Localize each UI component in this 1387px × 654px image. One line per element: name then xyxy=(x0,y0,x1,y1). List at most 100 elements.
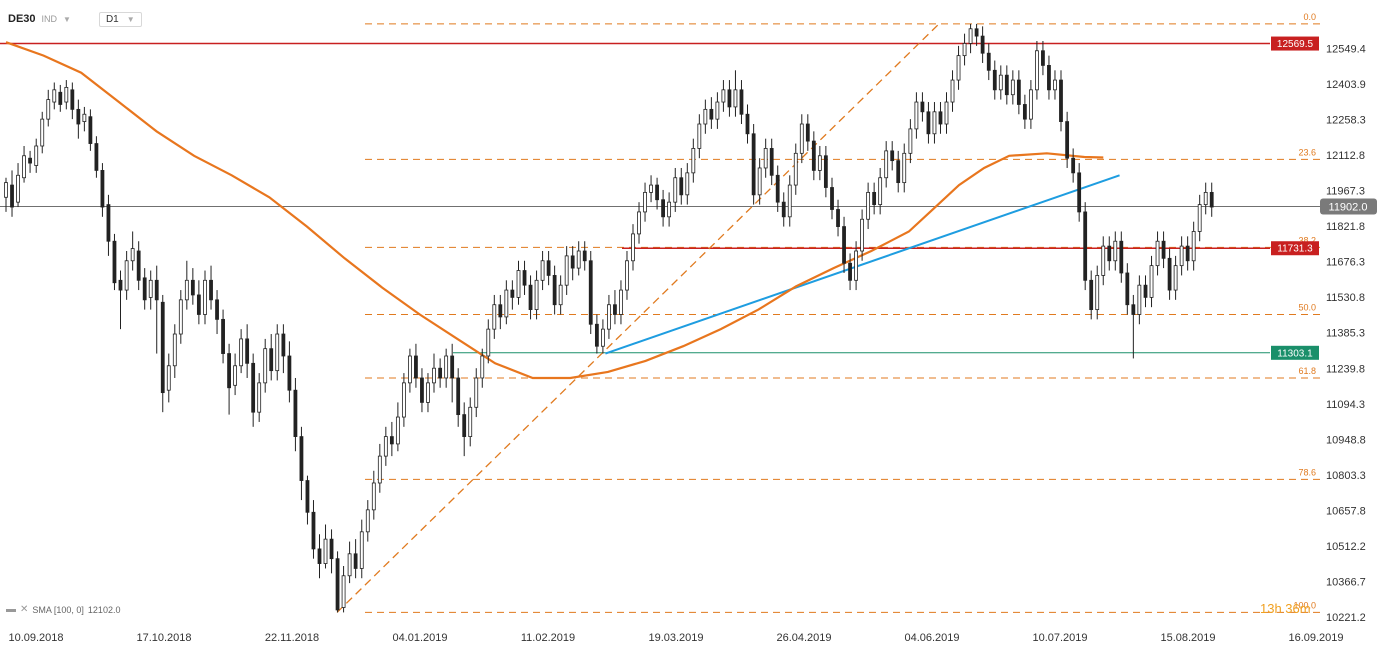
candle-body xyxy=(1191,231,1196,262)
candle-body xyxy=(124,260,129,291)
x-tick-label: 11.02.2019 xyxy=(521,632,575,644)
candle-body xyxy=(552,275,557,306)
candle-body xyxy=(817,155,822,171)
candle-body xyxy=(866,191,871,220)
timeframe-dropdown-icon: ▼ xyxy=(126,14,135,24)
candle-body xyxy=(317,548,322,564)
current-price-badge: 11902.0 xyxy=(1329,202,1368,214)
trendline xyxy=(605,174,1120,355)
candle-body xyxy=(305,480,310,513)
candle-body xyxy=(106,204,111,242)
y-tick-label: 12112.8 xyxy=(1326,150,1365,162)
candle-body xyxy=(1173,265,1178,291)
y-tick-label: 10512.2 xyxy=(1326,541,1366,553)
candle-body xyxy=(184,279,189,301)
candle-body xyxy=(516,270,521,298)
candle-body xyxy=(1137,284,1142,315)
indicator-legend: ▬ ✕ SMA [100, 0] 12102.0 xyxy=(6,604,120,615)
fib-level-label: 50.0 xyxy=(1298,302,1316,312)
fib-level-label: 38.2 xyxy=(1298,235,1316,245)
candle-body xyxy=(968,28,973,44)
y-tick-label: 12403.9 xyxy=(1326,79,1366,91)
candle-body xyxy=(1004,74,1009,96)
candle-body xyxy=(1041,50,1045,66)
candle-body xyxy=(395,416,400,445)
candle-body xyxy=(82,113,87,122)
candle-body xyxy=(1197,204,1202,232)
candle-body xyxy=(401,382,406,418)
fib-level-label: 23.6 xyxy=(1298,147,1316,157)
price-level-badge-bg xyxy=(1271,36,1319,51)
candle-body xyxy=(649,184,653,193)
candle-body xyxy=(709,108,714,120)
candle-body xyxy=(805,123,810,142)
candle-body xyxy=(1028,89,1033,120)
candle-body xyxy=(263,348,268,384)
indicator-settings-icon[interactable]: ▬ xyxy=(6,604,16,615)
indicator-label: SMA [100, 0] xyxy=(32,604,84,615)
candle-body xyxy=(178,299,183,335)
x-tick-label: 10.07.2019 xyxy=(1032,632,1087,644)
candle-body xyxy=(94,143,99,171)
candle-body xyxy=(444,355,449,379)
candle-body xyxy=(203,279,207,315)
candle-body xyxy=(836,209,840,227)
price-level-badge: 11731.3 xyxy=(1277,244,1313,255)
candle-body xyxy=(920,101,925,113)
candle-body xyxy=(196,294,201,315)
candle-body xyxy=(1179,245,1184,267)
candle-body xyxy=(34,145,39,166)
x-tick-label: 04.01.2019 xyxy=(392,632,447,644)
candle-body xyxy=(287,355,292,391)
candle-body xyxy=(998,74,1003,91)
candle-body xyxy=(335,558,340,611)
candle-body xyxy=(625,260,629,291)
candle-body xyxy=(112,240,117,284)
candle-body xyxy=(329,538,334,560)
candle-body xyxy=(932,111,937,135)
candle-body xyxy=(70,89,75,110)
candle-body xyxy=(775,174,780,203)
candle-body xyxy=(492,304,497,330)
y-tick-label: 10657.8 xyxy=(1326,505,1366,517)
candle-body xyxy=(601,328,605,347)
candle-body xyxy=(371,482,376,511)
candle-body xyxy=(1053,79,1057,91)
candle-body xyxy=(257,382,262,413)
candle-body xyxy=(1125,272,1130,306)
candle-body xyxy=(347,553,352,577)
current-price-badge-bg xyxy=(1320,198,1377,215)
timeframe-select[interactable]: D1 ▼ xyxy=(98,11,142,27)
candle-body xyxy=(293,389,298,437)
candle-body xyxy=(64,86,69,103)
candle-body xyxy=(564,255,569,286)
y-tick-label: 12549.4 xyxy=(1326,43,1366,55)
y-tick-label: 12258.3 xyxy=(1326,115,1366,127)
candle-body xyxy=(130,248,135,262)
candle-body xyxy=(902,152,907,184)
x-tick-label: 10.09.2018 xyxy=(8,632,63,644)
symbol-dropdown-icon[interactable]: ▼ xyxy=(63,14,71,24)
candle-body xyxy=(926,111,931,135)
candle-body xyxy=(890,150,895,162)
candle-body xyxy=(353,553,358,569)
candle-body xyxy=(769,148,774,176)
indicator-remove-icon[interactable]: ✕ xyxy=(20,604,29,615)
candle-body xyxy=(1077,172,1082,213)
x-tick-label: 22.11.2018 xyxy=(265,632,319,644)
candle-body xyxy=(739,89,744,115)
candle-body xyxy=(661,199,665,218)
candle-body xyxy=(546,260,551,276)
candle-body xyxy=(715,101,720,120)
symbol-label[interactable]: DE30 xyxy=(8,13,36,25)
candle-body xyxy=(1047,65,1051,91)
candle-body xyxy=(1035,50,1039,91)
candle-body xyxy=(299,436,304,481)
candle-body xyxy=(209,279,213,301)
candle-body xyxy=(100,170,105,208)
candle-body xyxy=(781,201,786,218)
candle-body xyxy=(281,333,286,357)
candle-body xyxy=(896,160,901,184)
candle-body xyxy=(1131,304,1136,315)
